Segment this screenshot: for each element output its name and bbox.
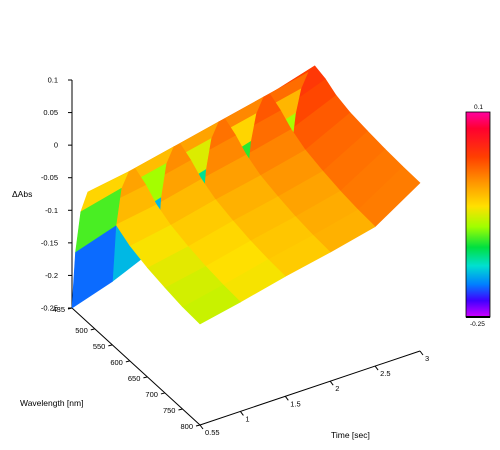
y-tick-mark xyxy=(374,365,379,371)
x-tick-mark xyxy=(160,392,166,395)
x-axis-title: Wavelength [nm] xyxy=(20,398,83,408)
z-tick-label: -0.15 xyxy=(41,238,58,247)
x-tick-mark xyxy=(108,344,113,347)
z-tick-label: -0.2 xyxy=(45,271,58,280)
surface-patch xyxy=(71,225,117,309)
y-tick-label: 3 xyxy=(425,354,429,363)
x-tick-mark xyxy=(125,360,130,363)
y-tick-label: 2 xyxy=(335,384,339,393)
colorbar xyxy=(465,111,491,318)
y-tick-label: 1 xyxy=(245,414,249,423)
x-axis-line xyxy=(71,307,201,426)
z-tick-label: -0.25 xyxy=(41,304,58,313)
surface-plot xyxy=(71,65,421,325)
y-tick-label: 2.5 xyxy=(380,369,390,378)
x-tick-mark xyxy=(178,408,183,411)
x-tick-label: 550 xyxy=(93,342,106,351)
x-tick-label: 800 xyxy=(180,422,193,431)
y-tick-mark xyxy=(199,424,204,430)
x-tick-label: 650 xyxy=(128,374,141,383)
y-tick-label: 0.55 xyxy=(205,428,220,437)
z-tick-label: 0 xyxy=(54,141,58,150)
z-tick-label: -0.05 xyxy=(41,173,58,182)
colorbar-max-label: 0.1 xyxy=(474,104,483,111)
z-axis-title: ΔAbs xyxy=(12,189,32,199)
x-tick-mark xyxy=(90,328,95,331)
x-tick-mark xyxy=(67,307,73,310)
y-tick-mark xyxy=(240,411,244,416)
x-tick-label: 600 xyxy=(110,358,123,367)
x-tick-mark xyxy=(195,424,201,427)
z-tick-label: -0.1 xyxy=(45,206,58,215)
x-tick-mark xyxy=(143,376,148,379)
z-tick-label: 0.1 xyxy=(48,76,58,85)
y-tick-label: 1.5 xyxy=(290,399,300,408)
x-axis-ticks: 435 500 550 600 650 700 750 800 xyxy=(52,305,201,431)
z-tick-label: 0.05 xyxy=(43,108,58,117)
x-tick-label: 435 xyxy=(52,305,65,314)
y-tick-mark xyxy=(329,380,334,386)
y-axis-title: Time [sec] xyxy=(331,430,370,440)
y-tick-mark xyxy=(284,396,289,401)
y-tick-mark xyxy=(419,350,424,356)
x-tick-label: 500 xyxy=(75,326,88,335)
x-tick-label: 750 xyxy=(163,406,176,415)
z-axis-ticks: 0.1 0.05 0 -0.05 -0.1 -0.15 -0.2 -0.25 xyxy=(41,76,72,313)
x-tick-label: 700 xyxy=(145,390,158,399)
colorbar-min-label: -0.25 xyxy=(470,321,485,328)
y-axis-line xyxy=(199,350,421,426)
y-axis-ticks: 0.55 1 1.5 2 2.5 3 xyxy=(199,350,429,437)
